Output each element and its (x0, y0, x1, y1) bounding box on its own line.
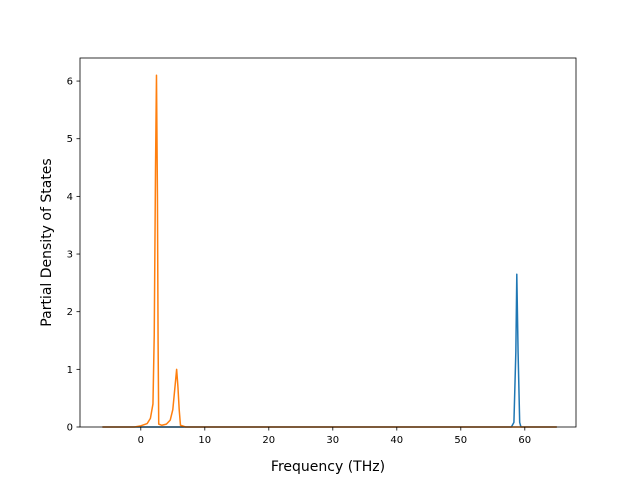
x-tick-label: 40 (390, 435, 403, 446)
y-axis-title: Partial Density of States (39, 158, 55, 326)
y-tick-label: 1 (67, 365, 73, 376)
x-tick-label: 20 (262, 435, 275, 446)
series-1-line (102, 273, 557, 428)
x-axis-title: Frequency (THz) (271, 459, 385, 475)
x-tick-label: 50 (454, 435, 467, 446)
series-2-line (102, 74, 557, 428)
y-tick-label: 6 (67, 77, 73, 88)
x-tick-label: 0 (138, 435, 144, 446)
y-tick-label: 4 (67, 192, 73, 203)
ticks-layer: 0 10 20 30 40 50 60 0 1 2 3 4 5 6 (67, 77, 532, 446)
series-layer (102, 74, 557, 428)
y-tick-label: 0 (67, 423, 73, 434)
x-tick-label: 30 (326, 435, 339, 446)
y-tick-label: 5 (67, 134, 73, 145)
x-tick-label: 60 (518, 435, 531, 446)
plot-frame (79, 57, 577, 428)
y-tick-label: 3 (67, 250, 73, 261)
x-tick-label: 10 (198, 435, 211, 446)
y-tick-label: 2 (67, 307, 73, 318)
